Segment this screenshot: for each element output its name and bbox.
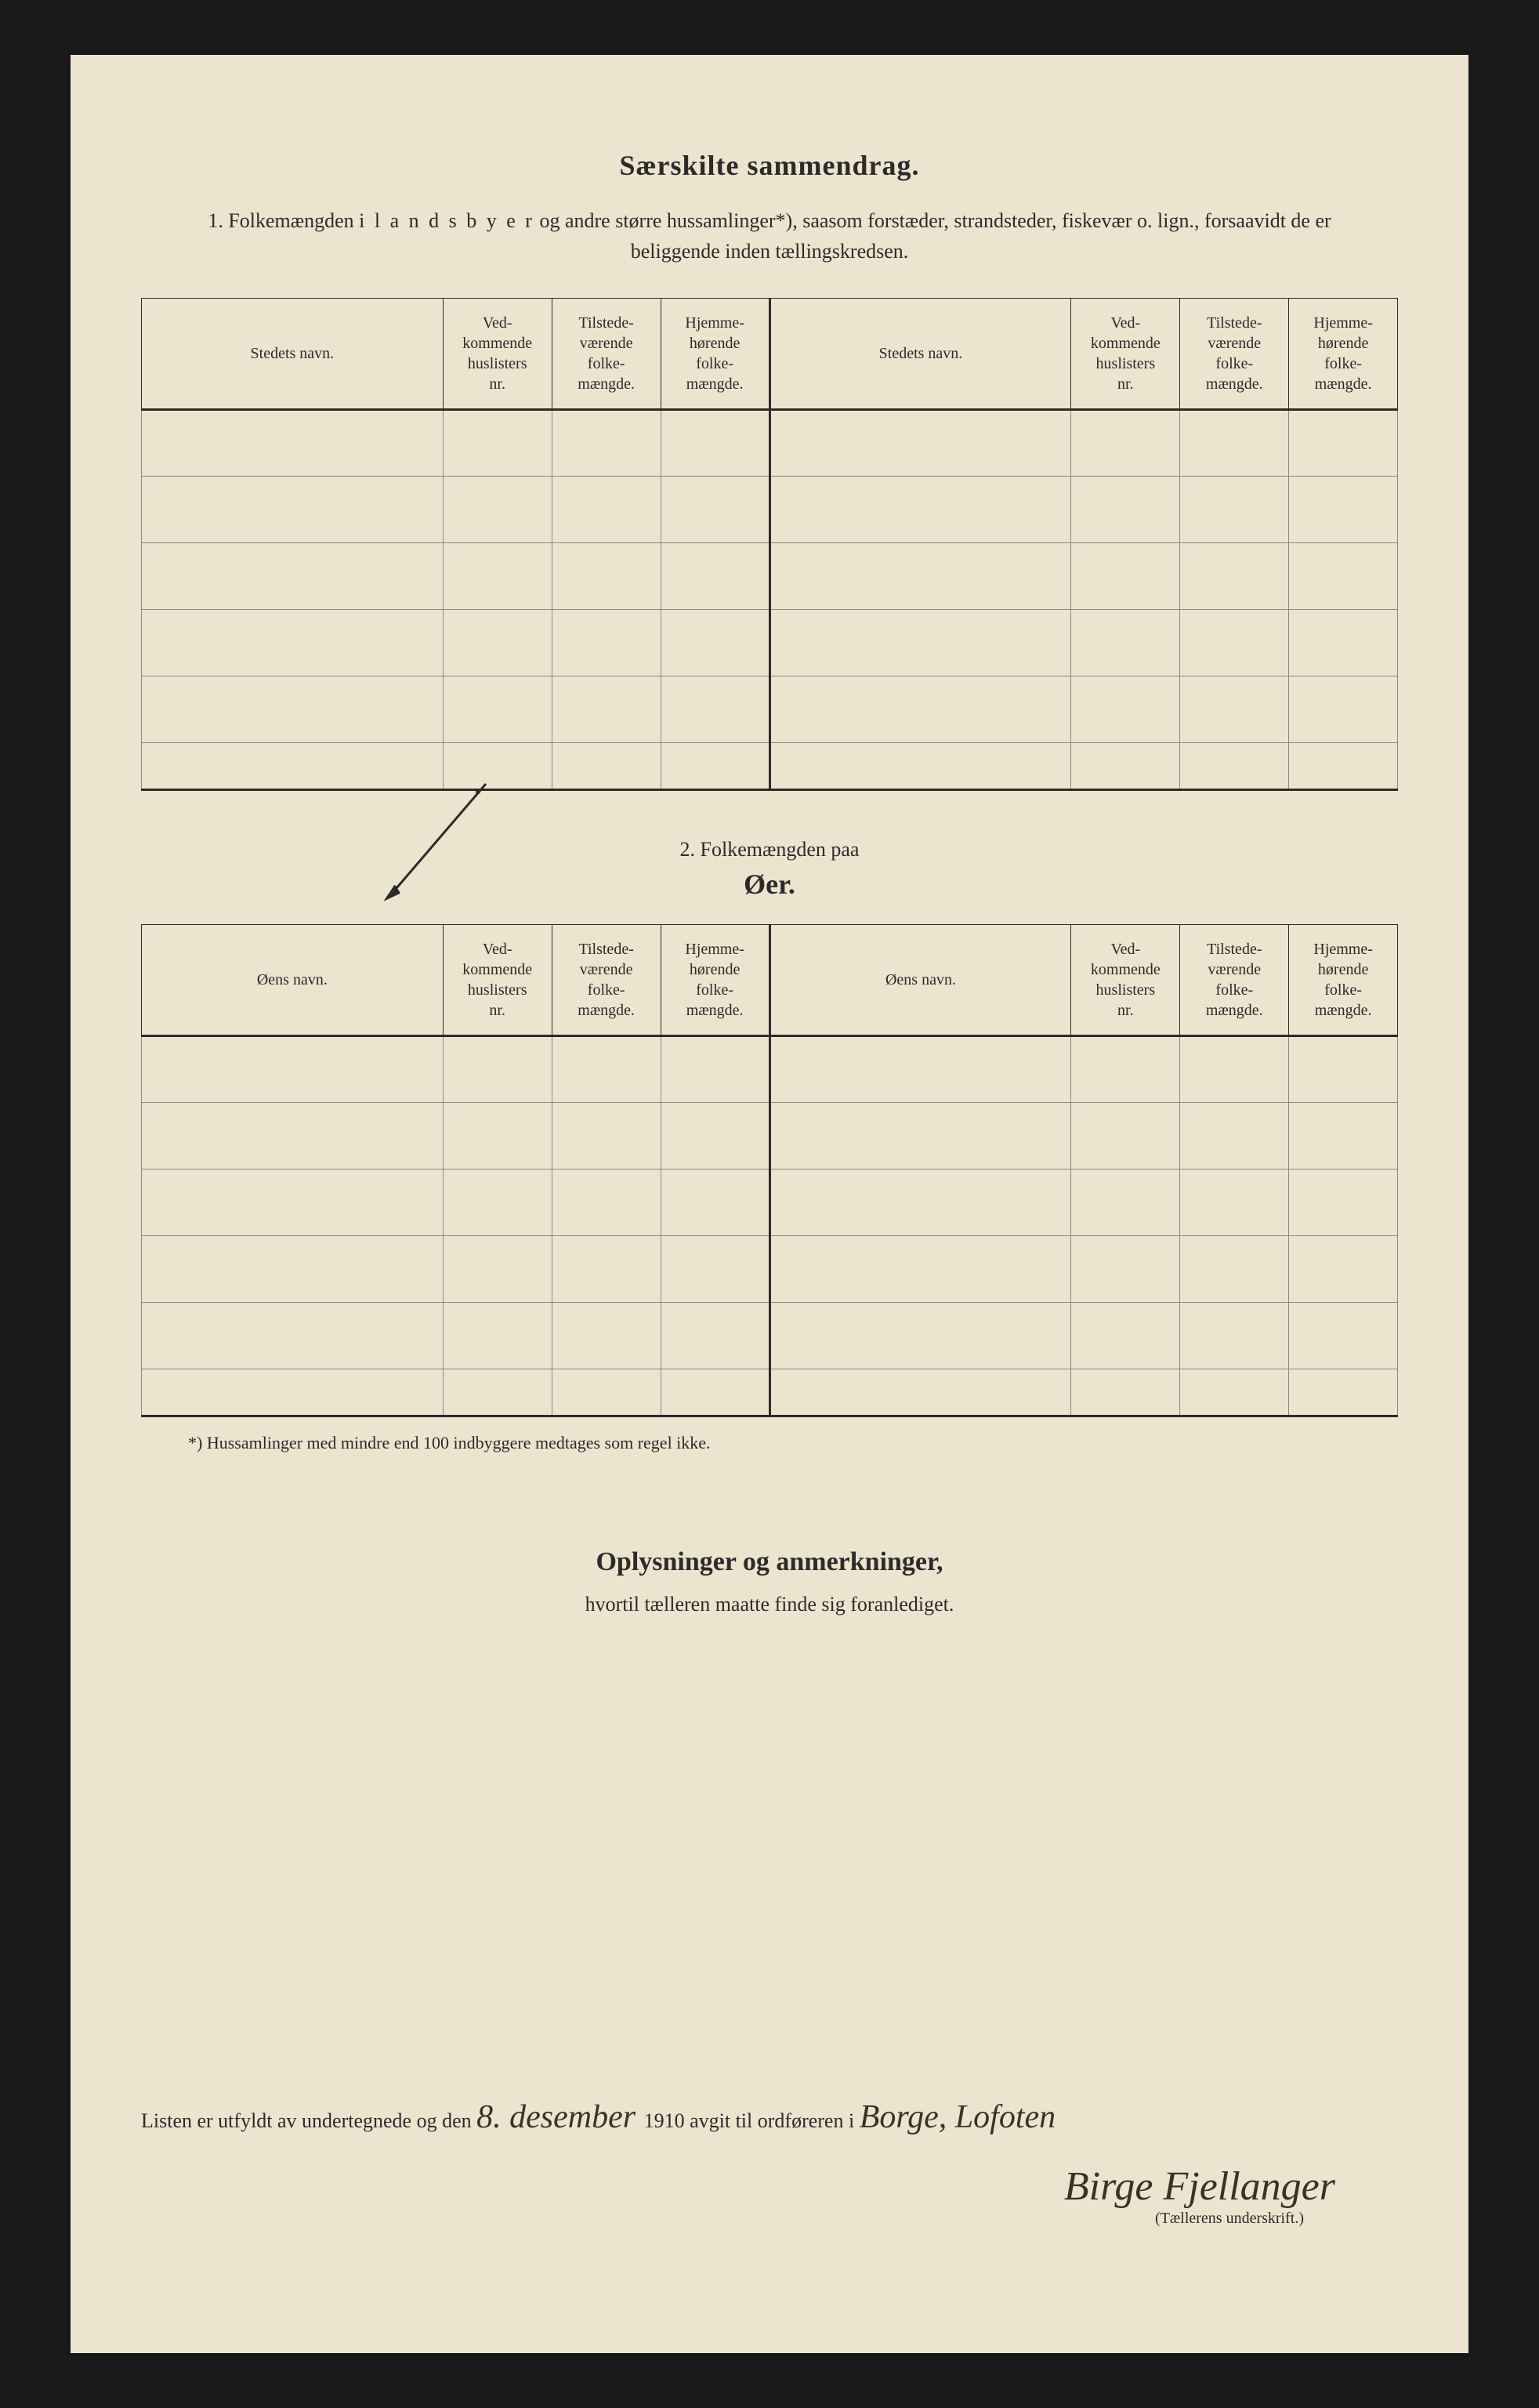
sig-date-handwritten: 8. desember bbox=[476, 2099, 643, 2135]
signature-line: Listen er utfyldt av undertegnede og den… bbox=[141, 2088, 1398, 2148]
main-title: Særskilte sammendrag. bbox=[141, 149, 1398, 182]
t1-head-b-r: Tilstede- værende folke- mængde. bbox=[1180, 299, 1289, 410]
table-row bbox=[142, 1036, 1398, 1103]
sig-mid: 1910 avgit til ordføreren i bbox=[644, 2109, 855, 2132]
table-row bbox=[142, 477, 1398, 543]
t1-head-a-r: Ved- kommende huslisters nr. bbox=[1071, 299, 1180, 410]
table-row bbox=[142, 1236, 1398, 1303]
signature-name-handwritten: Birge Fjellanger bbox=[141, 2163, 1398, 2210]
t2-head-b-l: Tilstede- værende folke- mængde. bbox=[552, 925, 661, 1036]
table-landsbyer: Stedets navn. Ved- kommende huslisters n… bbox=[141, 298, 1398, 791]
table-row bbox=[142, 543, 1398, 610]
t1-head-b-l: Tilstede- værende folke- mængde. bbox=[552, 299, 661, 410]
signature-caption: (Tællerens underskrift.) bbox=[141, 2210, 1398, 2228]
intro-rest: og andre større hussamlinger*), saasom f… bbox=[534, 209, 1331, 263]
t1-body bbox=[142, 410, 1398, 790]
t2-head-c-r: Hjemme- hørende folke- mængde. bbox=[1289, 925, 1398, 1036]
signature-block: Listen er utfyldt av undertegnede og den… bbox=[141, 2088, 1398, 2228]
table-row bbox=[142, 743, 1398, 790]
table-row bbox=[142, 410, 1398, 477]
section2-label: 2. Folkemængden paa bbox=[141, 838, 1398, 861]
intro-prefix: 1. Folkemængden bbox=[208, 209, 359, 232]
t2-head-a-l: Ved- kommende huslisters nr. bbox=[443, 925, 552, 1036]
table-row bbox=[142, 1103, 1398, 1170]
table-row bbox=[142, 1369, 1398, 1416]
table-row bbox=[142, 676, 1398, 743]
t2-head-name-l: Øens navn. bbox=[142, 925, 444, 1036]
info-subtitle: hvortil tælleren maatte finde sig foranl… bbox=[141, 1593, 1398, 1616]
t1-head-name-l: Stedets navn. bbox=[142, 299, 444, 410]
document-page: Særskilte sammendrag. 1. Folkemængden i … bbox=[71, 55, 1468, 2353]
t2-head-a-r: Ved- kommende huslisters nr. bbox=[1071, 925, 1180, 1036]
sig-place-handwritten: Borge, Lofoten bbox=[860, 2099, 1056, 2135]
sig-prefix: Listen er utfyldt av undertegnede og den bbox=[141, 2109, 472, 2132]
t1-head-c-l: Hjemme- hørende folke- mængde. bbox=[661, 299, 770, 410]
table-row bbox=[142, 610, 1398, 676]
table-row bbox=[142, 1170, 1398, 1236]
t2-body bbox=[142, 1036, 1398, 1416]
t1-head-name-r: Stedets navn. bbox=[770, 299, 1071, 410]
t2-head-name-r: Øens navn. bbox=[770, 925, 1071, 1036]
table-oer: Øens navn. Ved- kommende huslisters nr. … bbox=[141, 924, 1398, 1417]
intro-text: 1. Folkemængden i l a n d s b y e r og a… bbox=[141, 205, 1398, 267]
intro-spaced: i l a n d s b y e r bbox=[359, 209, 534, 232]
t1-head-c-r: Hjemme- hørende folke- mængde. bbox=[1289, 299, 1398, 410]
footnote: *) Hussamlinger med mindre end 100 indby… bbox=[141, 1433, 1398, 1453]
t1-head-a-l: Ved- kommende huslisters nr. bbox=[443, 299, 552, 410]
t2-head-b-r: Tilstede- værende folke- mængde. bbox=[1180, 925, 1289, 1036]
table-row bbox=[142, 1303, 1398, 1369]
info-title: Oplysninger og anmerkninger, bbox=[141, 1547, 1398, 1577]
section2-title: Øer. bbox=[141, 868, 1398, 901]
t2-head-c-l: Hjemme- hørende folke- mængde. bbox=[661, 925, 770, 1036]
